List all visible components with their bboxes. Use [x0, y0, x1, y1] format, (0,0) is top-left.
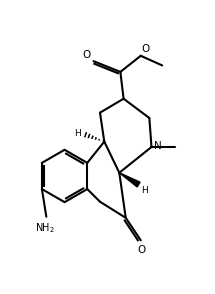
Text: H: H [141, 186, 147, 195]
Text: O: O [142, 44, 150, 54]
Text: O: O [83, 50, 91, 60]
Polygon shape [119, 173, 140, 187]
Text: NH$_2$: NH$_2$ [35, 221, 55, 235]
Text: O: O [138, 245, 146, 255]
Text: N: N [154, 141, 162, 151]
Text: H: H [75, 129, 81, 138]
